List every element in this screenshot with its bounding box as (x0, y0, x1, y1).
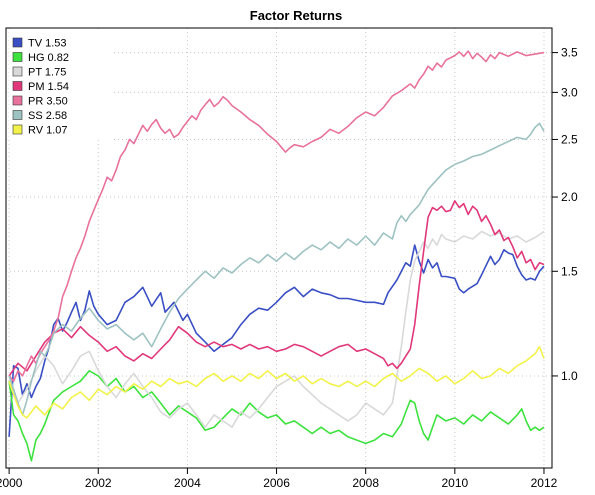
legend-label-tv: TV 1.53 (28, 38, 67, 50)
legend-label-pt: PT 1.75 (28, 67, 66, 79)
x-tick-label: 2010 (441, 476, 468, 490)
legend-label-rv: RV 1.07 (28, 125, 68, 137)
x-tick-label: 2000 (0, 476, 23, 490)
chart-title: Factor Returns (250, 8, 342, 23)
x-tick-label: 2012 (531, 476, 558, 490)
y-tick-label: 2.5 (561, 132, 578, 146)
series-line-rv (9, 347, 544, 418)
legend-label-pr: PR 3.50 (28, 96, 68, 108)
y-tick-label: 1.5 (561, 264, 578, 278)
legend-swatch-ss (13, 111, 22, 120)
y-tick-label: 3.5 (561, 46, 578, 60)
legend-label-pm: PM 1.54 (28, 81, 69, 93)
y-tick-label: 1.0 (561, 369, 578, 383)
legend-swatch-pt (13, 67, 22, 76)
legend-label-ss: SS 2.58 (28, 110, 67, 122)
x-tick-label: 2008 (352, 476, 379, 490)
legend-swatch-pm (13, 82, 22, 91)
x-tick-label: 2004 (174, 476, 201, 490)
x-tick-label: 2002 (85, 476, 112, 490)
legend-label-hg: HG 0.82 (28, 52, 69, 64)
y-tick-label: 3.0 (561, 85, 578, 99)
x-tick-label: 2006 (263, 476, 290, 490)
y-tick-label: 2.0 (561, 190, 578, 204)
y-axis: 1.0 1.5 2.0 2.5 3.0 3.5 (552, 46, 578, 383)
legend-swatch-tv (13, 38, 22, 47)
legend-swatch-pr (13, 96, 22, 105)
legend-swatch-hg (13, 53, 22, 62)
x-axis: 2000 2002 2004 2006 2008 2010 2012 (0, 468, 558, 490)
legend-swatch-rv (13, 125, 22, 134)
legend: TV 1.53 HG 0.82 PT 1.75 PM 1.54 PR 3.50 SS 2.… (9, 32, 111, 140)
